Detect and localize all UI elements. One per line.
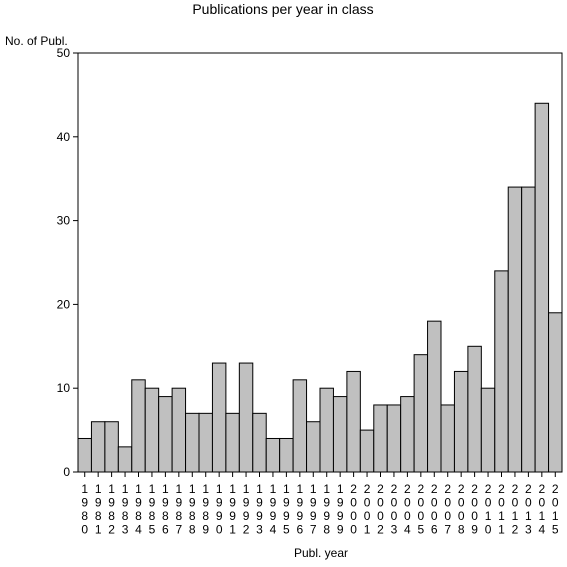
bar-2000 (346, 370, 361, 473)
bar-1988 (185, 412, 200, 473)
bar-1996 (292, 379, 308, 473)
y-tick-label: 30 (57, 214, 71, 228)
bar-2007 (440, 404, 455, 473)
bar-1980 (77, 437, 92, 473)
bar-1982 (104, 421, 119, 473)
y-axis-label: No. of Publ. (5, 34, 68, 48)
y-tick-label: 50 (57, 46, 71, 60)
bar-1986 (158, 396, 173, 473)
bar-1990 (211, 362, 227, 473)
bar-2008 (453, 370, 469, 473)
y-tick-label: 40 (57, 130, 71, 144)
y-tick-label: 0 (63, 465, 70, 479)
bar-2006 (427, 320, 442, 473)
x-axis-label: Publ. year (294, 546, 348, 560)
bar-2014 (534, 102, 550, 473)
y-tick-label: 10 (57, 381, 71, 395)
bar-2009 (467, 345, 482, 473)
bar-2013 (521, 186, 536, 473)
bar-1993 (252, 412, 267, 473)
bar-2010 (480, 387, 496, 473)
bar-2005 (413, 354, 429, 473)
bar-2015 (548, 312, 563, 473)
bar-1997 (306, 421, 321, 473)
bar-1992 (238, 362, 254, 473)
bar-2002 (373, 404, 388, 473)
bar-2003 (386, 404, 402, 473)
bar-1999 (332, 396, 348, 473)
bar-1983 (117, 446, 133, 473)
bar-1998 (319, 387, 334, 473)
x-axis: 1 9 8 0 1 9 8 1 1 9 8 2 1 9 8 3 1 9 8 4 1 9 8 5 1 9 8 6 1 9 8 7 1 9 8 8 1 9 8 9… (81, 472, 559, 537)
bar-2011 (494, 270, 509, 473)
bar-2012 (507, 186, 523, 473)
bar-1994 (265, 437, 281, 473)
bar-1989 (198, 412, 213, 473)
bar-1991 (225, 412, 240, 473)
plot-frame (77, 52, 563, 473)
bar-1995 (279, 437, 294, 473)
bar-1981 (90, 421, 106, 473)
y-axis: 0 10 20 30 40 50 (57, 46, 78, 479)
bars-group (77, 102, 563, 473)
bar-1985 (144, 387, 160, 473)
chart-title: Publications per year in class (192, 1, 373, 17)
bar-1987 (171, 387, 187, 473)
bar-2001 (359, 429, 375, 473)
y-tick-label: 20 (57, 297, 71, 311)
bar-2004 (400, 396, 415, 473)
bar-1984 (131, 379, 146, 473)
